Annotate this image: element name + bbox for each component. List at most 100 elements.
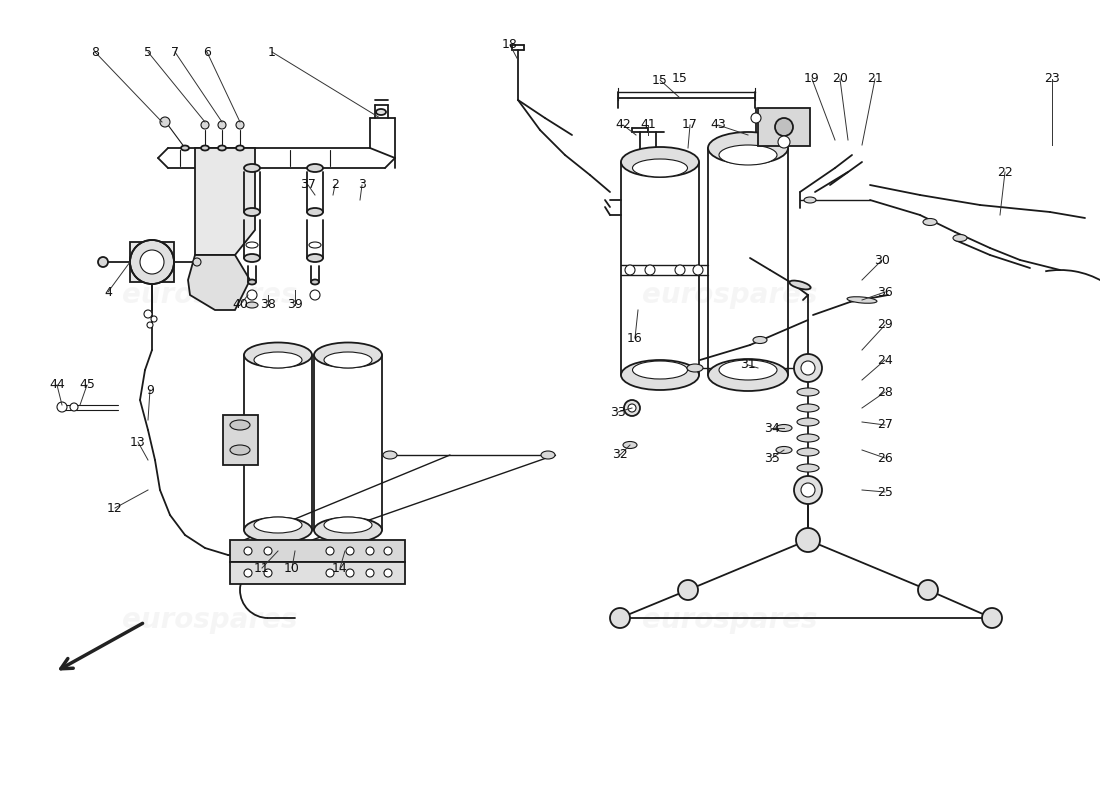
Ellipse shape [923, 218, 937, 226]
Text: 20: 20 [832, 73, 848, 86]
Circle shape [70, 403, 78, 411]
Circle shape [384, 547, 392, 555]
Text: 19: 19 [804, 73, 820, 86]
Text: 45: 45 [79, 378, 95, 391]
Circle shape [625, 265, 635, 275]
Circle shape [310, 290, 320, 300]
Ellipse shape [719, 145, 777, 165]
Ellipse shape [218, 146, 226, 150]
Ellipse shape [246, 242, 258, 248]
Ellipse shape [804, 197, 816, 203]
Circle shape [57, 402, 67, 412]
Circle shape [326, 547, 334, 555]
Ellipse shape [314, 342, 382, 367]
Ellipse shape [383, 451, 397, 459]
Circle shape [201, 121, 209, 129]
Circle shape [160, 117, 170, 127]
Text: 35: 35 [764, 451, 780, 465]
Ellipse shape [798, 464, 820, 472]
Text: 32: 32 [612, 449, 628, 462]
Ellipse shape [309, 242, 321, 248]
Ellipse shape [708, 132, 788, 164]
Text: 22: 22 [997, 166, 1013, 178]
Circle shape [244, 547, 252, 555]
Text: 37: 37 [300, 178, 316, 191]
Circle shape [776, 118, 793, 136]
Ellipse shape [246, 302, 258, 308]
Text: 42: 42 [615, 118, 631, 131]
Ellipse shape [182, 146, 189, 150]
Text: 36: 36 [877, 286, 893, 298]
Ellipse shape [324, 352, 372, 368]
Ellipse shape [307, 208, 323, 216]
Text: 39: 39 [287, 298, 303, 311]
Ellipse shape [688, 364, 703, 372]
Circle shape [264, 569, 272, 577]
Circle shape [244, 569, 252, 577]
Ellipse shape [776, 425, 792, 431]
Ellipse shape [314, 518, 382, 542]
Ellipse shape [623, 442, 637, 449]
Text: eurospares: eurospares [122, 281, 298, 309]
Text: 26: 26 [877, 451, 893, 465]
Circle shape [794, 354, 822, 382]
Text: 6: 6 [204, 46, 211, 58]
Text: 29: 29 [877, 318, 893, 331]
Text: 13: 13 [130, 435, 146, 449]
Ellipse shape [708, 359, 788, 391]
Text: 23: 23 [1044, 73, 1060, 86]
Circle shape [796, 528, 820, 552]
Text: 18: 18 [502, 38, 518, 51]
Circle shape [264, 547, 272, 555]
Ellipse shape [798, 404, 820, 412]
Ellipse shape [244, 518, 312, 542]
Polygon shape [188, 255, 250, 310]
Ellipse shape [798, 388, 820, 396]
Ellipse shape [230, 445, 250, 455]
Text: 27: 27 [877, 418, 893, 431]
Ellipse shape [541, 451, 556, 459]
Text: 5: 5 [144, 46, 152, 58]
Text: 40: 40 [232, 298, 248, 311]
Circle shape [628, 404, 636, 412]
Text: 15: 15 [652, 74, 668, 86]
Ellipse shape [632, 159, 688, 177]
Ellipse shape [244, 342, 312, 367]
Circle shape [982, 608, 1002, 628]
Circle shape [248, 290, 257, 300]
Circle shape [192, 258, 201, 266]
Circle shape [346, 569, 354, 577]
Text: 2: 2 [331, 178, 339, 191]
Circle shape [130, 240, 174, 284]
Ellipse shape [847, 297, 877, 303]
Circle shape [140, 250, 164, 274]
Circle shape [218, 121, 226, 129]
Ellipse shape [632, 361, 688, 379]
Text: 3: 3 [359, 178, 366, 191]
Circle shape [236, 121, 244, 129]
Text: eurospares: eurospares [642, 281, 817, 309]
Text: 31: 31 [740, 358, 756, 371]
Text: 16: 16 [627, 331, 642, 345]
Ellipse shape [776, 446, 792, 454]
Text: 30: 30 [874, 254, 890, 266]
Ellipse shape [244, 208, 260, 216]
Circle shape [151, 316, 157, 322]
Ellipse shape [254, 517, 303, 533]
Circle shape [326, 569, 334, 577]
Ellipse shape [244, 164, 260, 172]
Text: 28: 28 [877, 386, 893, 398]
Text: 10: 10 [284, 562, 300, 574]
Text: 25: 25 [877, 486, 893, 498]
Circle shape [624, 400, 640, 416]
Text: 34: 34 [764, 422, 780, 434]
Text: 1: 1 [268, 46, 276, 58]
Ellipse shape [798, 418, 820, 426]
Ellipse shape [953, 234, 967, 242]
Polygon shape [195, 148, 255, 255]
Text: 7: 7 [170, 46, 179, 58]
Ellipse shape [621, 360, 698, 390]
Circle shape [645, 265, 654, 275]
Ellipse shape [307, 164, 323, 172]
Circle shape [801, 361, 815, 375]
